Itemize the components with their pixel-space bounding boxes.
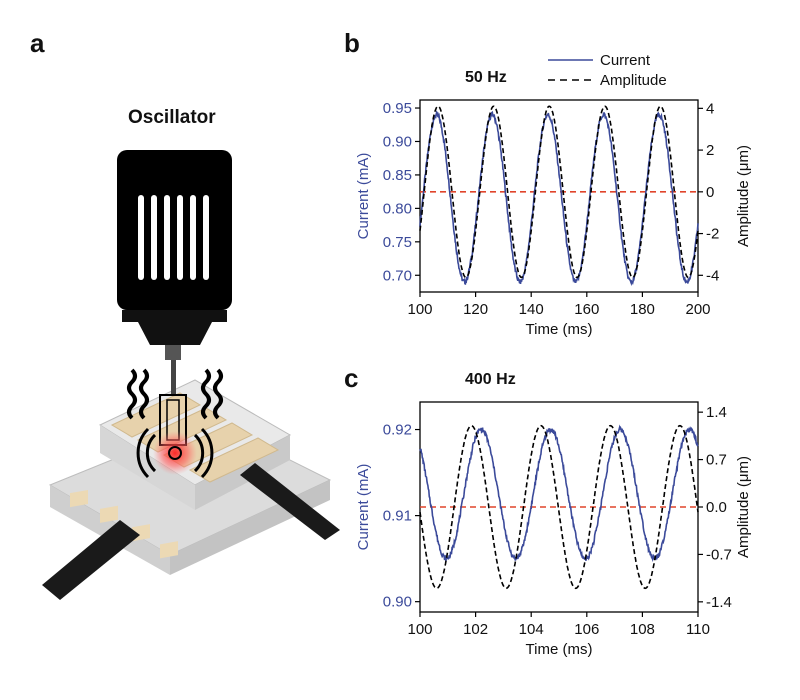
current-series-line [419,110,699,287]
chart-title: 50 Hz [465,69,507,86]
legend-entry: Amplitude [600,72,667,89]
vibration-wave [213,368,223,420]
chart-50hz: 50 Hz 100 120 140 160 180 200 Time (ms) 0.70 0.75… [355,52,752,338]
y-tick-label: 0.75 [383,234,412,251]
y-axis-label: Current (mA) [355,153,372,240]
y2-tick-label: 0.0 [706,499,727,516]
x-tick-label: 106 [574,621,599,638]
y-tick-label: 0.80 [383,200,412,217]
panel-label-c: c [344,363,359,393]
chart-400hz: 400 Hz 100 102 104 106 108 110 Time (ms) 0.90 0.9… [355,372,752,658]
x-axis-label: Time (ms) [526,641,593,658]
y-tick-label: 0.85 [383,167,412,184]
y2-tick-label: 0.7 [706,452,727,469]
y-tick-label: 0.90 [383,594,412,611]
y2-tick-label: -0.7 [706,546,732,563]
cable-right [240,463,340,540]
vibration-wave [201,368,211,420]
oscillator-body [117,150,232,310]
y2-axis-label: Amplitude (μm) [735,145,752,247]
y-tick-label: 0.70 [383,267,412,284]
x-tick-label: 100 [407,621,432,638]
plot-frame [419,99,699,293]
vibration-wave [139,368,149,420]
y2-tick-label: -2 [706,226,719,243]
y-tick-label: 0.95 [383,100,412,117]
x-tick-label: 108 [630,621,655,638]
x-tick-label: 180 [630,301,655,318]
y2-tick-label: -4 [706,267,719,284]
contact-glow [153,431,197,475]
legend-entry: Current [600,52,651,69]
electrode-stripe [110,392,202,438]
contact-pad [70,490,88,508]
contact-pad [100,505,118,523]
y2-tick-label: 2 [706,142,714,159]
y2-tick-label: -1.4 [706,594,732,611]
x-tick-label: 100 [407,301,432,318]
y2-tick-label: 1.4 [706,404,727,421]
y-tick-label: 0.92 [383,422,412,439]
y2-axis-label: Amplitude (μm) [735,456,752,558]
y-axis-label: Current (mA) [355,464,372,551]
cable-left [42,520,140,600]
x-tick-label: 200 [685,301,710,318]
x-tick-label: 104 [519,621,544,638]
electrode-stripe [188,437,280,483]
chart-title: 400 Hz [465,372,516,388]
x-tick-label: 160 [574,301,599,318]
x-axis-label: Time (ms) [526,321,593,338]
panel-label-b: b [344,28,360,58]
amplitude-series-line [419,105,699,279]
contact-pad [160,541,178,559]
amplitude-series-line [419,424,699,590]
x-tick-label: 120 [463,301,488,318]
y2-tick-label: 0 [706,184,714,201]
oscillator-title: Oscillator [128,107,216,128]
oscillator-illustration [42,150,340,600]
x-tick-label: 102 [463,621,488,638]
vibration-wave [127,368,137,420]
current-series-line [419,424,699,563]
y-tick-label: 0.91 [383,508,412,525]
x-tick-label: 140 [519,301,544,318]
y2-tick-label: 4 [706,100,714,117]
x-tick-label: 110 [686,621,710,638]
y-tick-label: 0.90 [383,133,412,150]
panel-label-a: a [30,28,45,58]
